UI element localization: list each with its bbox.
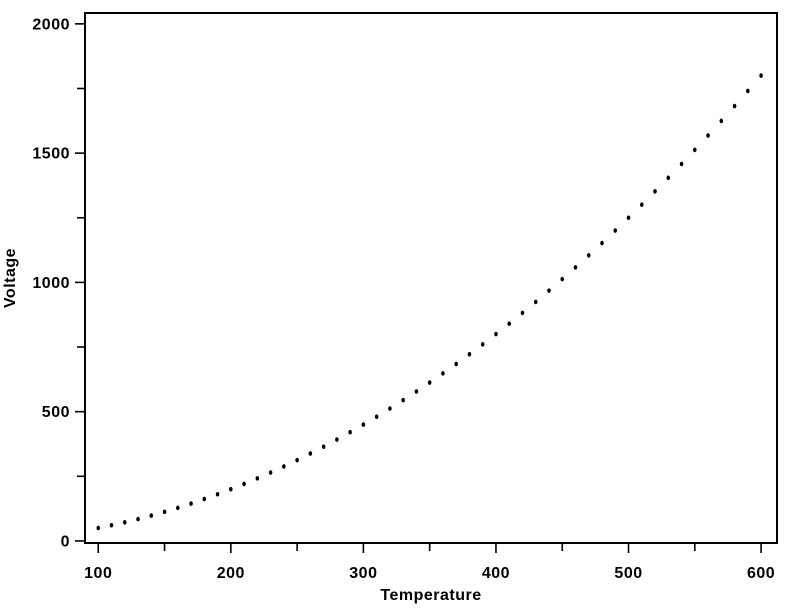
data-point [122,520,127,525]
data-point [109,522,114,528]
data-point [268,470,273,475]
data-point [242,481,246,487]
data-point [321,444,326,449]
data-point [441,371,445,376]
data-point [96,525,101,531]
data-point [348,429,352,435]
data-point [295,457,299,463]
data-point [215,491,220,497]
plot-frame [84,12,778,544]
data-point [388,406,392,411]
data-point [520,310,525,316]
y-axis-tick-label: 2000 [32,16,70,33]
data-point [467,351,472,357]
data-point [639,202,644,208]
y-axis-tick-label: 500 [42,404,70,421]
data-point [335,437,339,442]
data-point [586,253,591,258]
data-point [175,505,180,511]
data-point [202,496,207,502]
x-axis-tick-label: 300 [349,565,377,582]
y-axis-title: Voltage [2,247,19,309]
data-point [679,161,684,167]
data-point [653,189,657,194]
data-point [229,486,233,492]
x-axis-tick-label: 200 [217,565,245,582]
data-point [189,501,193,506]
data-point [255,476,260,481]
data-point [746,88,750,94]
x-axis-tick-label: 500 [614,565,642,582]
data-point [282,464,286,469]
data-point [573,265,578,270]
data-point [560,276,565,282]
data-point [162,509,167,515]
y-axis-tick-label: 1000 [32,275,70,292]
data-point [693,147,697,153]
data-point [361,422,366,427]
data-point [494,331,498,337]
data-point [374,414,379,420]
data-point [401,397,405,403]
data-point [759,73,763,78]
data-point [547,288,551,293]
y-axis-tick-label: 0 [61,533,70,550]
data-point [149,513,154,518]
data-point [732,103,737,109]
data-point [613,228,618,233]
data-point [666,175,671,181]
data-point [626,215,631,221]
data-point [507,321,512,326]
x-axis-tick-label: 400 [482,565,510,582]
data-point [308,451,313,456]
data-point [454,361,458,367]
y-axis-tick-label: 1500 [32,146,70,163]
data-point [427,380,432,385]
data-point [136,516,140,522]
x-axis-tick-label: 100 [84,565,112,582]
data-point [600,240,604,246]
data-point [533,299,538,305]
data-point [414,389,419,394]
x-axis-tick-label: 600 [747,565,775,582]
data-point [480,342,485,347]
x-axis-title: Temperature [380,587,482,604]
data-point [706,133,710,138]
data-point [719,118,724,124]
